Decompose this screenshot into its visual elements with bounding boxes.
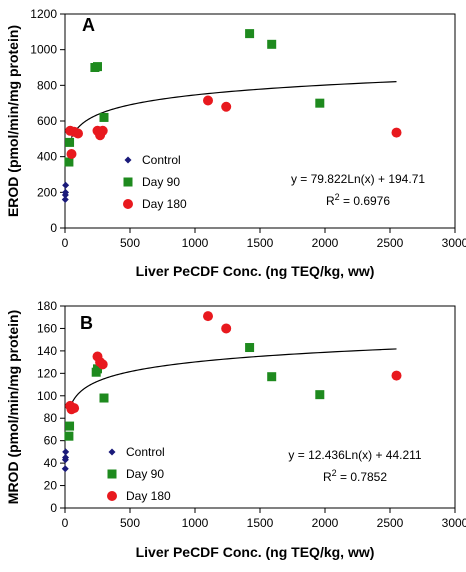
x-tick-label: 2500 [377,516,404,530]
panel-letter-a: A [82,15,95,35]
y-tick-label: 60 [44,434,58,448]
y-tick-label: 140 [37,344,57,358]
y-tick-label: 100 [37,389,57,403]
legend-marker-day-180 [107,491,117,501]
day-90-point [245,29,255,39]
panel-letter-b: B [80,313,93,333]
y-tick-label: 120 [37,366,57,380]
y-tick-label: 180 [37,299,57,313]
legend-label-control: Control [126,445,165,459]
control-point [61,195,69,203]
y-tick-label: 600 [37,114,57,128]
legend-label-day-180: Day 180 [126,489,171,503]
x-axis-title: Liver PeCDF Conc. (ng TEQ/kg, ww) [136,263,375,279]
y-tick-label: 200 [37,185,57,199]
x-tick-label: 1500 [247,236,274,250]
x-tick-label: 2000 [312,236,339,250]
r-squared-label: R2 = 0.6976 [326,192,390,208]
x-tick-label: 500 [120,516,140,530]
legend-label-day-90: Day 90 [142,175,180,189]
x-tick-label: 500 [120,236,140,250]
legend-marker-day-180 [123,199,133,209]
x-tick-label: 3000 [442,236,466,250]
day-90-point [93,364,102,374]
legend-marker-control [124,156,132,164]
r-squared-label: R2 = 0.7852 [323,468,387,484]
x-tick-label: 0 [62,236,69,250]
control-point [62,188,70,196]
y-tick-label: 20 [44,479,58,493]
y-tick-label: 40 [44,456,58,470]
plot-frame [64,13,456,229]
day-90-point [99,393,109,403]
day-90-point [267,372,277,382]
control-point [61,465,69,473]
y-tick-label: 400 [37,150,57,164]
day-180-point [66,148,77,159]
y-tick-label: 800 [37,78,57,92]
y-tick-label: 1200 [30,7,57,21]
day-90-point [93,62,102,72]
day-180-point [203,311,213,322]
y-tick-label: 160 [37,321,57,335]
day-90-point [99,112,109,122]
x-tick-label: 0 [62,516,69,530]
day-90-point [65,137,75,147]
y-tick-label: 80 [44,411,58,425]
x-tick-label: 1000 [182,236,209,250]
legend-marker-day-90 [107,469,117,479]
day-180-point [203,95,213,106]
day-90-point [315,390,325,400]
panel-a: 0 500 1000 1500 2000 2500 3000 0 200 400 600 800 100… [5,7,466,279]
day-90-point [64,431,74,441]
day-180-point [69,403,80,414]
day-180-point [391,127,402,138]
y-axis-title: EROD (pmol/min/mg protein) [5,25,21,217]
x-tick-label: 1000 [182,516,209,530]
y-tick-label: 0 [50,501,57,515]
control-point [62,454,70,461]
day-180-point [97,359,108,370]
control-point [62,448,70,456]
y-axis-title: MROD (pmol/min/mg protein) [5,310,21,504]
x-tick-label: 3000 [442,516,466,530]
legend-label-day-90: Day 90 [126,467,164,481]
x-axis-title: Liver PeCDF Conc. (ng TEQ/kg, ww) [136,544,375,560]
log-trendline [70,81,397,138]
plot-frame [64,305,456,509]
day-180-point [97,125,108,136]
trendline-equation: y = 79.822Ln(x) + 194.71 [291,172,425,186]
day-90-point [65,421,75,431]
day-90-point [245,343,255,353]
legend-label-day-180: Day 180 [142,197,187,211]
day-180-point [73,128,83,139]
log-trendline [70,348,397,405]
y-tick-label: 0 [50,221,57,235]
day-180-point [391,370,402,381]
control-point [62,181,70,189]
day-180-point [221,323,232,334]
y-tick-label: 1000 [30,43,57,57]
x-tick-label: 1500 [247,516,274,530]
panel-b: 0 500 1000 1500 2000 2500 3000 0 20 40 60 80 100 120 1… [5,299,466,560]
legend-marker-control [108,448,116,456]
day-180-point [221,101,232,112]
day-90-point [267,39,277,49]
day-90-point [64,157,74,167]
day-90-point [315,98,325,108]
legend-label-control: Control [142,153,181,167]
trendline-equation: y = 12.436Ln(x) + 44.211 [288,448,422,462]
x-tick-label: 2500 [377,236,404,250]
legend-marker-day-90 [123,177,133,187]
x-tick-label: 2000 [312,516,339,530]
